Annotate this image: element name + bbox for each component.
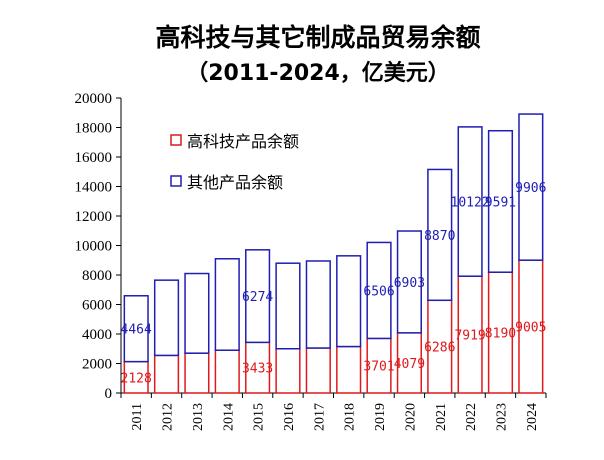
bar-hightech — [336, 345, 362, 394]
data-label-hightech: 6286 — [424, 341, 455, 356]
bar-other — [153, 279, 180, 357]
x-tick-label: 2022 — [464, 403, 479, 431]
bar-other — [396, 230, 422, 334]
y-tick-label: 2000 — [82, 357, 112, 373]
data-label-hightech: 3433 — [242, 362, 273, 377]
legend-label-hightech: 高科技产品余额 — [187, 132, 299, 151]
y-tick-label: 0 — [105, 386, 113, 402]
bar-hightech — [214, 349, 240, 394]
data-label-other: 6903 — [394, 276, 425, 291]
y-tick-label: 20000 — [75, 91, 113, 107]
data-label-other: 4464 — [121, 323, 152, 338]
bar-other — [487, 129, 514, 273]
y-tick-label: 4000 — [82, 327, 112, 343]
y-tick-label: 14000 — [75, 180, 113, 196]
data-label-other: 6506 — [363, 284, 394, 299]
bar-hightech — [153, 354, 180, 394]
bars — [123, 113, 544, 394]
legend-swatch-other — [170, 175, 182, 187]
y-tick-label: 16000 — [75, 150, 113, 166]
data-label-hightech: 3701 — [363, 360, 394, 375]
bar-other — [245, 249, 271, 344]
x-tick-label: 2019 — [373, 403, 388, 431]
data-label-hightech: 8190 — [485, 327, 516, 342]
x-tick-label: 2023 — [494, 403, 509, 431]
x-tick-label: 2013 — [191, 403, 206, 431]
y-tick-label: 10000 — [75, 239, 113, 255]
x-tick-label: 2024 — [525, 403, 540, 431]
x-tick-label: 2012 — [161, 403, 176, 431]
data-label-hightech: 9005 — [515, 321, 546, 336]
x-tick-label: 2015 — [252, 403, 267, 431]
bar-other — [518, 113, 544, 261]
bar-other — [184, 272, 210, 354]
data-label-other: 9591 — [485, 195, 516, 210]
bar-other — [366, 241, 392, 340]
legend-label-other: 其他产品余额 — [187, 173, 283, 192]
legend-swatch-hightech — [170, 134, 182, 146]
x-tick-label: 2016 — [282, 403, 297, 431]
data-label-other: 9906 — [515, 181, 546, 196]
data-label-other: 6274 — [242, 290, 273, 305]
bar-other — [123, 295, 149, 363]
data-label-other: 10122 — [451, 196, 490, 211]
chart-title-line1: 高科技与其它制成品贸易余额 — [155, 23, 480, 52]
y-tick-label: 12000 — [75, 209, 113, 225]
y-tick-label: 18000 — [75, 121, 113, 137]
x-tick-label: 2020 — [403, 403, 418, 431]
data-label-hightech: 7919 — [454, 329, 485, 344]
x-tick-label: 2011 — [130, 403, 145, 430]
data-label-hightech: 4079 — [394, 357, 425, 372]
chart-title-line2: （2011-2024，亿美元） — [186, 60, 450, 86]
data-label-hightech: 2128 — [121, 371, 152, 386]
bar-other — [275, 262, 301, 350]
x-tick-label: 2017 — [312, 403, 327, 431]
bar-hightech — [305, 347, 331, 394]
legend: 高科技产品余额 其他产品余额 — [170, 132, 299, 192]
y-axis: 0 2000 4000 6000 8000 10000 12000 14000 16000 180… — [75, 91, 122, 402]
bar-other — [336, 255, 362, 348]
x-axis: 2011 2012 2013 2014 2015 2016 2017 2018 2019 2020… — [120, 392, 547, 431]
bar-hightech — [275, 348, 301, 394]
bar-other — [427, 168, 453, 302]
bar-hightech — [184, 352, 210, 394]
x-tick-label: 2018 — [343, 403, 358, 431]
y-tick-label: 8000 — [82, 268, 112, 284]
bar-other — [305, 260, 331, 349]
data-labels: 2128 4464 3433 6274 3701 6506 4079 6903 6286 8870… — [121, 181, 547, 386]
data-label-other: 8870 — [424, 229, 455, 244]
x-tick-label: 2021 — [434, 403, 449, 431]
bar-other — [457, 126, 483, 277]
bar-other — [214, 258, 240, 351]
y-tick-label: 6000 — [82, 298, 112, 314]
x-tick-label: 2014 — [221, 403, 236, 431]
